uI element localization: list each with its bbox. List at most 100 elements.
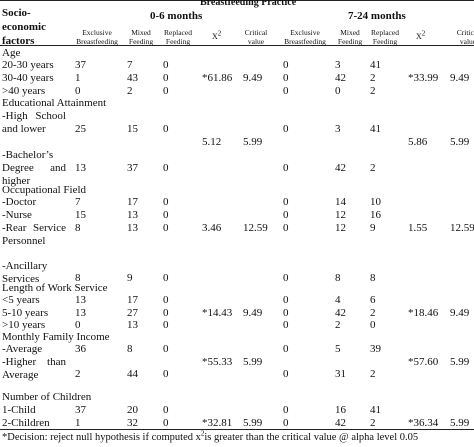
count-cell: 0 (283, 368, 289, 380)
count-cell: 0 (163, 59, 169, 71)
count-cell: 0 (163, 209, 169, 221)
count-cell: 0 (163, 162, 169, 174)
count-cell: 43 (127, 72, 138, 84)
section-title: Monthly Family Income (2, 331, 110, 343)
section-title: Occupational Field (2, 184, 87, 196)
header-base: X (416, 32, 422, 41)
count-cell: 12 (335, 209, 346, 221)
count-cell: 0 (163, 85, 169, 97)
row-label: -Average (2, 343, 43, 355)
count-cell: 16 (335, 404, 346, 416)
count-cell: 0 (283, 404, 289, 416)
row-label: >40 years (2, 85, 46, 97)
stat-cell: 9.49 (450, 72, 470, 84)
stat-cell: 5.12 (202, 136, 222, 148)
stat-cell: *36.34 (408, 417, 439, 429)
count-cell: 8 (75, 272, 81, 284)
count-cell: 42 (335, 162, 346, 174)
count-cell: 37 (75, 404, 86, 416)
count-cell: 0 (75, 319, 81, 331)
column-header: Exclusive Breastfeeding (284, 28, 326, 46)
count-cell: 15 (75, 209, 86, 221)
count-cell: 2 (370, 368, 376, 380)
count-cell: 13 (127, 209, 138, 221)
row-label: -Rear Service Personnel (2, 222, 66, 247)
row-label: <5 years (2, 294, 40, 306)
count-cell: 31 (335, 368, 346, 380)
count-cell: 8 (335, 272, 341, 284)
column-header: Mixed Feeding (337, 28, 363, 46)
header-base: X (212, 32, 218, 41)
count-cell: 3 (335, 59, 341, 71)
count-cell: 42 (335, 72, 346, 84)
count-cell: 0 (163, 319, 169, 331)
row-label: 5-10 years (2, 307, 49, 319)
header-sup: 2 (421, 29, 426, 38)
count-cell: 37 (127, 162, 138, 174)
count-cell: 16 (370, 209, 381, 221)
column-header: X2 (212, 30, 221, 43)
section-title: Number of Children (2, 391, 92, 403)
count-cell: 13 (75, 162, 86, 174)
count-cell: 36 (75, 343, 86, 355)
stat-cell: 12.59 (243, 222, 268, 234)
count-cell: 2 (370, 72, 376, 84)
count-cell: 25 (75, 123, 86, 135)
row-label: 20-30 years (2, 59, 54, 71)
count-cell: 3 (335, 123, 341, 135)
count-cell: 0 (283, 343, 289, 355)
count-cell: 2 (127, 85, 133, 97)
stat-cell: 9.49 (243, 307, 263, 319)
count-cell: 0 (163, 72, 169, 84)
count-cell: 0 (283, 162, 289, 174)
count-cell: 41 (370, 404, 381, 416)
count-cell: 13 (75, 307, 86, 319)
row-label: 1-Child (2, 404, 36, 416)
count-cell: 17 (127, 196, 138, 208)
count-cell: 15 (127, 123, 138, 135)
count-cell: 0 (283, 272, 289, 284)
count-cell: 10 (370, 196, 381, 208)
period-header: 0-6 months (150, 10, 203, 22)
count-cell: 32 (127, 417, 138, 429)
stat-cell: 5.99 (450, 356, 470, 368)
count-cell: 0 (163, 368, 169, 380)
stat-cell: *18.46 (408, 307, 439, 319)
count-cell: 13 (75, 294, 86, 306)
count-cell: 1 (75, 72, 81, 84)
count-cell: 2 (370, 307, 376, 319)
count-cell: 0 (163, 222, 169, 234)
count-cell: 0 (283, 209, 289, 221)
row-label: -Doctor (2, 196, 37, 208)
count-cell: 14 (335, 196, 346, 208)
count-cell: 41 (370, 59, 381, 71)
count-cell: 20 (127, 404, 138, 416)
row-label: 30-40 years (2, 72, 54, 84)
count-cell: 0 (163, 343, 169, 355)
stat-cell: 5.99 (243, 356, 263, 368)
count-cell: 2 (370, 85, 376, 97)
count-cell: 0 (283, 196, 289, 208)
count-cell: 42 (335, 417, 346, 429)
group-title: Breastfeeding Practice (200, 0, 297, 8)
stat-cell: 5.99 (243, 417, 263, 429)
row-label: -Bachelor’s Degree and higher (2, 149, 66, 187)
count-cell: 0 (75, 85, 81, 97)
count-cell: 0 (370, 319, 376, 331)
count-cell: 0 (283, 222, 289, 234)
count-cell: 0 (163, 196, 169, 208)
stat-cell: *55.33 (202, 356, 233, 368)
stat-cell: *32.81 (202, 417, 233, 429)
count-cell: 0 (163, 307, 169, 319)
column-header: Critical value (456, 28, 474, 46)
count-cell: 0 (283, 72, 289, 84)
stat-cell: 5.86 (408, 136, 428, 148)
top-rule (0, 0, 474, 1)
count-cell: 0 (163, 417, 169, 429)
row-label: -Ancillary Services (2, 260, 48, 285)
row-label: -High School and lower (2, 110, 66, 135)
stat-cell: 3.46 (202, 222, 222, 234)
count-cell: 2 (75, 368, 81, 380)
column-header: Replaced Feeding (371, 28, 399, 46)
count-cell: 0 (283, 307, 289, 319)
